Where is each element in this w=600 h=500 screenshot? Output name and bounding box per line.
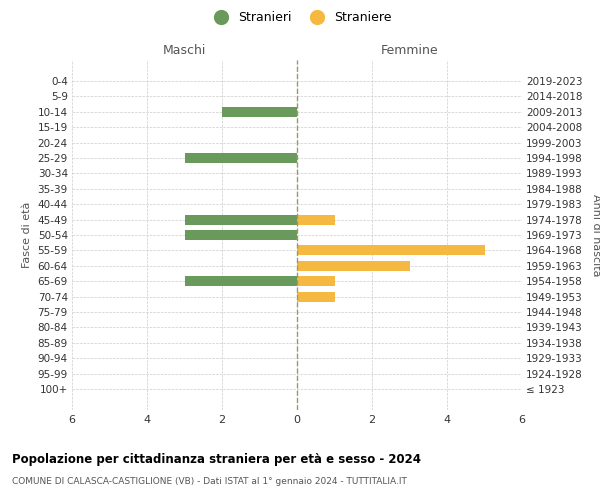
Text: Popolazione per cittadinanza straniera per età e sesso - 2024: Popolazione per cittadinanza straniera p… [12, 452, 421, 466]
Y-axis label: Anni di nascita: Anni di nascita [591, 194, 600, 276]
Text: Maschi: Maschi [163, 44, 206, 57]
Text: Femmine: Femmine [380, 44, 439, 57]
Legend: Stranieri, Straniere: Stranieri, Straniere [203, 6, 397, 29]
Bar [222, 106, 297, 117]
Bar [297, 276, 335, 286]
Bar [297, 246, 485, 256]
Bar [185, 214, 297, 224]
Bar [185, 153, 297, 163]
Bar [185, 276, 297, 286]
Bar [297, 261, 409, 271]
Bar [297, 214, 335, 224]
Y-axis label: Fasce di età: Fasce di età [22, 202, 32, 268]
Bar [185, 230, 297, 240]
Text: COMUNE DI CALASCA-CASTIGLIONE (VB) - Dati ISTAT al 1° gennaio 2024 - TUTTITALIA.: COMUNE DI CALASCA-CASTIGLIONE (VB) - Dat… [12, 478, 407, 486]
Bar [297, 292, 335, 302]
